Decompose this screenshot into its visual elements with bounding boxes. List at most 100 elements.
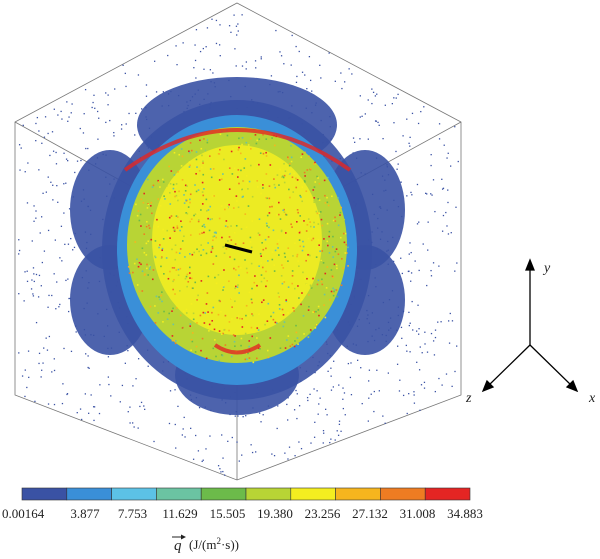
- axis-label: z: [465, 391, 472, 406]
- particle: [46, 349, 49, 351]
- particle: [328, 235, 330, 238]
- particle: [239, 317, 241, 320]
- particle: [213, 195, 215, 197]
- particle: [24, 171, 26, 173]
- particle: [107, 376, 110, 378]
- particle: [315, 310, 317, 313]
- particle: [326, 201, 329, 204]
- particle: [293, 337, 296, 340]
- particle: [278, 201, 280, 204]
- particle: [179, 314, 182, 317]
- particle: [192, 318, 195, 321]
- particle: [279, 311, 282, 314]
- particle: [221, 236, 223, 239]
- particle: [208, 330, 210, 332]
- particle: [52, 199, 54, 201]
- particle: [438, 265, 440, 267]
- particle: [318, 171, 321, 173]
- particle: [201, 203, 204, 205]
- particle: [406, 412, 408, 415]
- particle: [159, 205, 162, 207]
- particle: [400, 326, 403, 329]
- particle: [338, 423, 341, 426]
- particle: [183, 235, 185, 238]
- particle: [143, 274, 146, 276]
- particle: [332, 287, 335, 290]
- particle: [395, 150, 397, 153]
- hot-rim: [123, 128, 352, 172]
- particle: [82, 132, 85, 134]
- particle: [237, 23, 239, 25]
- particle: [227, 240, 229, 242]
- particle: [399, 379, 401, 381]
- particle: [313, 199, 316, 201]
- particle: [332, 294, 335, 297]
- particle: [231, 173, 234, 175]
- particle: [127, 411, 129, 413]
- particle: [249, 236, 252, 239]
- particle: [38, 352, 41, 355]
- particle: [296, 220, 298, 223]
- particle: [179, 248, 182, 250]
- particle: [155, 91, 158, 93]
- particle: [45, 337, 47, 339]
- particle: [181, 179, 184, 181]
- particle: [233, 231, 236, 234]
- particle: [237, 169, 240, 171]
- particle: [240, 169, 242, 172]
- particle: [267, 260, 269, 262]
- particle: [127, 350, 129, 352]
- particle: [262, 187, 264, 189]
- particle: [194, 184, 196, 186]
- particle: [430, 275, 433, 277]
- particle: [316, 212, 319, 215]
- particle: [239, 152, 242, 155]
- particle: [292, 255, 294, 257]
- particle: [228, 188, 231, 190]
- particle: [375, 120, 377, 122]
- particle: [155, 302, 158, 305]
- particle: [248, 180, 251, 183]
- arrow-head: [565, 379, 579, 393]
- particle: [251, 220, 254, 222]
- particle: [397, 345, 399, 347]
- particle: [430, 193, 432, 195]
- particle: [249, 241, 252, 243]
- particle: [210, 176, 213, 179]
- colorbar: 0.00164 3.877 7.753 11.629 15.505 19.380 23.25…: [2, 487, 483, 521]
- particle: [146, 207, 149, 209]
- particle: [213, 231, 216, 234]
- particle: [331, 195, 333, 198]
- particle: [202, 47, 204, 50]
- particle: [245, 304, 248, 307]
- particle: [438, 138, 441, 140]
- particle: [196, 166, 198, 168]
- particle: [269, 337, 272, 339]
- particle: [218, 179, 221, 181]
- particle: [188, 150, 190, 153]
- particle: [180, 226, 183, 228]
- particle: [200, 349, 202, 352]
- particle: [214, 231, 217, 234]
- particle: [286, 331, 289, 334]
- particle: [336, 295, 339, 298]
- particle: [157, 312, 160, 314]
- particle: [181, 240, 184, 242]
- particle: [308, 305, 310, 308]
- particle: [327, 204, 330, 207]
- particle: [219, 55, 221, 57]
- particle: [144, 273, 146, 276]
- particle: [402, 394, 405, 397]
- particle: [174, 258, 177, 261]
- particle: [244, 358, 247, 361]
- colorbar-tick-label: 7.753: [118, 506, 147, 521]
- particle: [257, 347, 260, 350]
- particle: [320, 77, 322, 79]
- particle: [273, 270, 276, 272]
- particle: [337, 197, 339, 199]
- particle: [168, 165, 170, 168]
- particle: [98, 412, 101, 415]
- particle: [287, 247, 290, 249]
- particle: [250, 148, 252, 150]
- particle: [194, 281, 197, 284]
